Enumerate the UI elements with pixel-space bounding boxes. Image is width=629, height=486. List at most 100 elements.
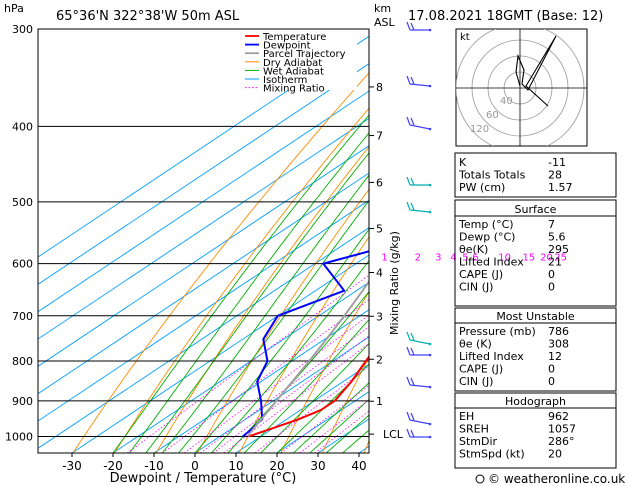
isotherm-line bbox=[38, 199, 369, 422]
mixing-ratio-line bbox=[223, 343, 369, 453]
hodograph-ring-label: 120 bbox=[470, 124, 489, 135]
mixing-ratio-label: 6 bbox=[472, 253, 478, 264]
most-unstable-row-value: 308 bbox=[548, 338, 569, 351]
pressure-tick-label: 300 bbox=[12, 23, 33, 36]
isotherm-line bbox=[38, 227, 369, 449]
isotherm-line bbox=[112, 281, 369, 453]
dry-adiabat-line bbox=[321, 356, 369, 453]
wet-adiabat-line bbox=[293, 382, 369, 453]
dry-adiabat-line bbox=[197, 188, 369, 453]
wet-adiabat-line bbox=[243, 318, 369, 453]
index-row-label: Totals Totals bbox=[458, 169, 526, 182]
table-box bbox=[454, 392, 617, 469]
hodograph-row-label: StmSpd (kt) bbox=[459, 448, 525, 461]
x-axis-title: Dewpoint / Temperature (°C) bbox=[110, 471, 297, 486]
wet-adiabat-line bbox=[260, 342, 369, 453]
wind-barb bbox=[406, 201, 432, 214]
isotherm-line bbox=[194, 336, 369, 453]
mixing-ratio-label: 4 bbox=[450, 253, 456, 264]
temperature-tick-label: -10 bbox=[144, 459, 164, 473]
temperature-tick-labels: -30 -20 -10 0 10 20 30 40 bbox=[62, 453, 367, 473]
mixing-ratio-axis-title: Mixing Ratio (g/kg) bbox=[388, 231, 401, 335]
legend-label: Wet Adiabat bbox=[263, 66, 324, 77]
dry-adiabat-line bbox=[280, 290, 369, 453]
wet-adiabat-line bbox=[309, 398, 369, 453]
legend-background bbox=[241, 30, 357, 90]
legend-label: Dry Adiabat bbox=[263, 58, 322, 69]
km-axis: 1 2 3 4 5 6 7 8 LCL bbox=[369, 81, 404, 441]
most-unstable-row-label: CAPE (J) bbox=[459, 363, 503, 376]
wind-barbs bbox=[406, 21, 432, 439]
most-unstable-row-value: 0 bbox=[548, 363, 555, 376]
index-row-label: K bbox=[459, 156, 467, 169]
isotherm-line bbox=[153, 309, 369, 453]
hodograph-trace bbox=[515, 35, 557, 107]
pressure-tick-label: 700 bbox=[12, 310, 33, 323]
surface-row-value: 0 bbox=[548, 268, 555, 281]
km-tick-label: 2 bbox=[376, 353, 383, 366]
wind-barb bbox=[406, 411, 432, 426]
pressure-tick-label: 800 bbox=[12, 355, 33, 368]
temperature-tick-label: 30 bbox=[310, 459, 325, 473]
hodograph-row-value: 962 bbox=[548, 410, 569, 423]
asl-label: ASL bbox=[374, 16, 396, 29]
most-unstable-row-value: 786 bbox=[548, 325, 569, 338]
mixing-ratio-label: 3 bbox=[435, 253, 441, 264]
km-tick-label: 3 bbox=[376, 310, 383, 323]
sounding-series bbox=[242, 250, 369, 438]
km-tick-label: 7 bbox=[376, 130, 383, 143]
most-unstable-title: Most Unstable bbox=[496, 310, 575, 323]
wind-barb bbox=[406, 376, 432, 389]
lcl-label: LCL bbox=[383, 428, 404, 441]
isotherm-line bbox=[235, 363, 369, 453]
surface-row-value: 0 bbox=[548, 281, 555, 294]
km-tick-label: 1 bbox=[376, 395, 383, 408]
temperature-tick-label: 10 bbox=[228, 459, 243, 473]
hodograph-ring-label: 60 bbox=[486, 110, 499, 121]
hodograph-row-label: EH bbox=[459, 410, 474, 423]
km-tick-label: 8 bbox=[376, 81, 383, 94]
wet-adiabat-line bbox=[178, 199, 369, 453]
plot-frame bbox=[37, 28, 370, 454]
pressure-tick-label: 1000 bbox=[5, 430, 33, 443]
table-box bbox=[454, 152, 617, 198]
dry-adiabat-line bbox=[114, 107, 369, 453]
temperature-tick-label: -20 bbox=[103, 459, 123, 473]
wet-adiabat-line bbox=[194, 228, 369, 453]
wind-barb bbox=[406, 346, 432, 357]
index-row-value: -11 bbox=[548, 156, 566, 169]
wind-barb bbox=[406, 116, 432, 131]
km-label: km bbox=[374, 2, 391, 15]
surface-row-label: Dewp (°C) bbox=[459, 231, 515, 244]
pressure-tick-label: 900 bbox=[12, 395, 33, 408]
hodograph-table-title: Hodograph bbox=[505, 395, 566, 408]
mixing-ratio-label: 10 bbox=[498, 253, 511, 264]
copyright: © weatheronline.co.uk bbox=[475, 472, 625, 486]
wind-barb bbox=[406, 428, 432, 439]
series-temperature-line bbox=[248, 355, 369, 438]
wet-adiabat-line bbox=[129, 132, 369, 453]
index-row-value: 1.57 bbox=[548, 181, 573, 194]
legend-label: Mixing Ratio bbox=[263, 84, 325, 95]
temperature-tick-label: 20 bbox=[269, 459, 284, 473]
skewt-plot: 1 2 3 4 5 6 10 15 20 25 3004005006007008009001000… bbox=[5, 23, 567, 486]
isotherm-line bbox=[38, 63, 369, 285]
isotherm-line bbox=[71, 254, 369, 453]
most-unstable-row-label: θe (K) bbox=[459, 338, 492, 351]
most-unstable-row-value: 12 bbox=[548, 350, 562, 363]
wind-barb bbox=[406, 331, 432, 346]
hodograph-row-value: 1057 bbox=[548, 423, 576, 436]
pressure-tick-label: 400 bbox=[12, 120, 33, 133]
legend-label: Parcel Trajectory bbox=[263, 49, 346, 60]
surface-row-label: CIN (J) bbox=[459, 281, 493, 294]
isotherm-line bbox=[38, 117, 369, 340]
surface-row-label: CAPE (J) bbox=[459, 268, 503, 281]
isotherm-line bbox=[38, 90, 369, 313]
surface-row-label: Lifted Index bbox=[459, 256, 524, 269]
most-unstable-row-value: 0 bbox=[548, 375, 555, 388]
surface-row-value: 21 bbox=[548, 256, 562, 269]
isotherm-line bbox=[38, 35, 369, 258]
